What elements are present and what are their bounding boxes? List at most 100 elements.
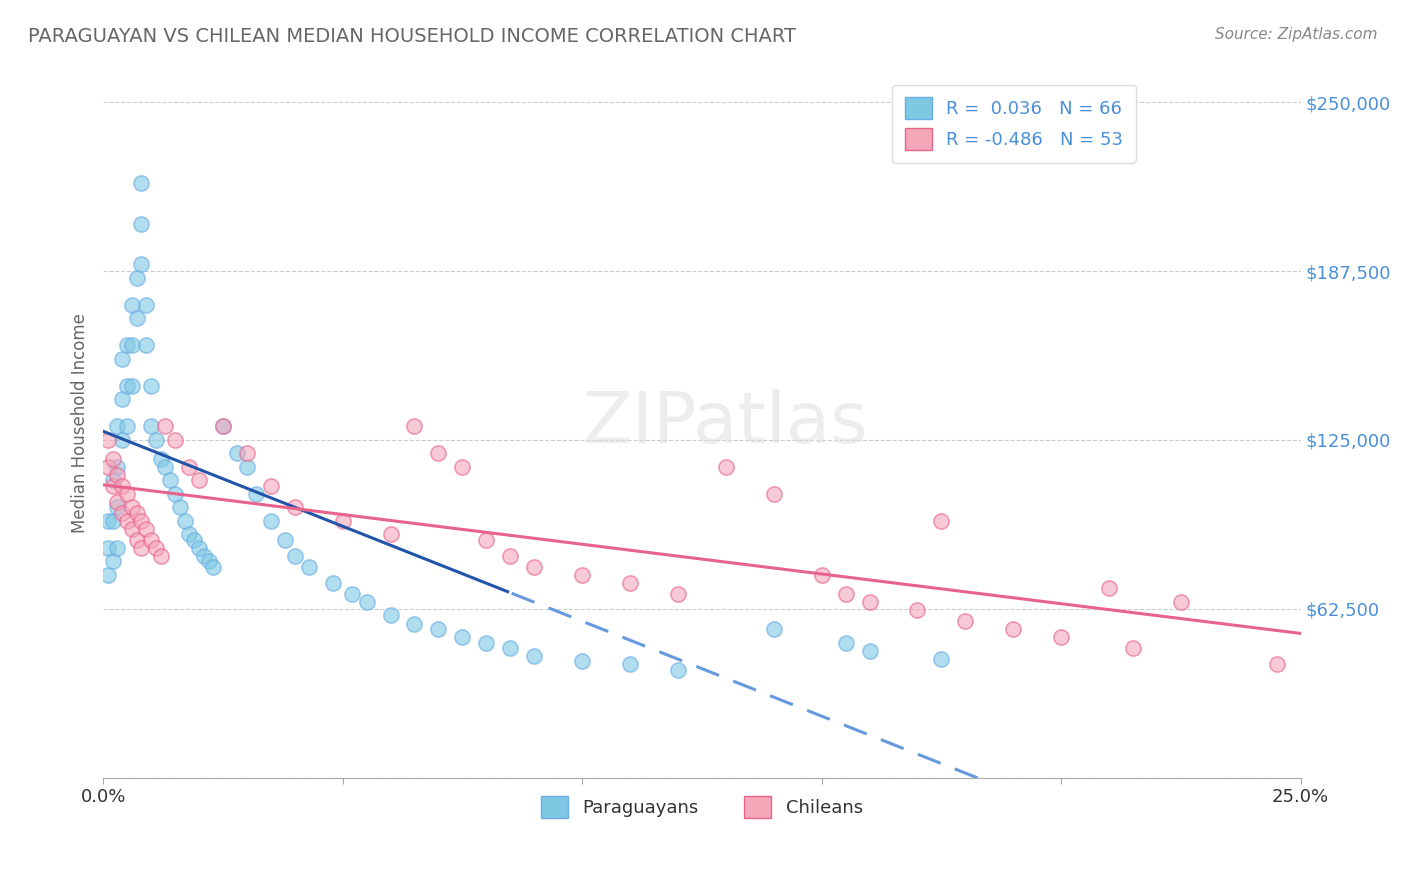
Point [451,630,474,644]
Point [187,541,209,555]
Point [1098,582,1121,596]
Point [121,379,143,393]
Point [155,419,177,434]
Point [163,433,186,447]
Point [179,459,201,474]
Point [212,419,235,434]
Point [666,663,689,677]
Point [131,177,153,191]
Point [101,479,124,493]
Point [1265,657,1288,672]
Point [1122,640,1144,655]
Point [380,527,402,541]
Text: PARAGUAYAN VS CHILEAN MEDIAN HOUSEHOLD INCOME CORRELATION CHART: PARAGUAYAN VS CHILEAN MEDIAN HOUSEHOLD I… [28,27,796,45]
Point [169,500,191,515]
Point [111,351,134,366]
Point [97,568,120,582]
Point [1170,595,1192,609]
Point [322,576,344,591]
Point [523,560,546,574]
Point [404,419,426,434]
Point [332,514,354,528]
Point [523,648,546,663]
Point [499,640,522,655]
Point [342,587,364,601]
Point [284,500,307,515]
Point [111,506,134,520]
Point [125,270,148,285]
Point [1050,630,1073,644]
Point [149,451,172,466]
Point [810,568,832,582]
Point [163,487,186,501]
Point [571,654,593,668]
Point [97,541,120,555]
Point [107,500,129,515]
Point [236,446,259,460]
Point [145,433,167,447]
Point [499,549,522,563]
Point [1002,622,1025,636]
Point [236,459,259,474]
Point [115,379,138,393]
Point [131,217,153,231]
Point [97,459,120,474]
Point [858,643,880,657]
Text: ZIPatlas: ZIPatlas [583,389,869,458]
Point [111,433,134,447]
Point [115,338,138,352]
Point [762,622,785,636]
Point [107,419,129,434]
Point [159,474,181,488]
Legend: Paraguayans, Chileans: Paraguayans, Chileans [534,789,870,825]
Point [121,298,143,312]
Point [475,635,498,649]
Point [101,514,124,528]
Point [427,446,450,460]
Point [107,459,129,474]
Point [135,522,157,536]
Point [202,560,225,574]
Point [427,622,450,636]
Point [451,459,474,474]
Point [139,419,162,434]
Point [834,587,856,601]
Point [571,568,593,582]
Point [931,514,953,528]
Point [139,379,162,393]
Point [619,657,641,672]
Point [115,419,138,434]
Point [955,614,977,628]
Y-axis label: Median Household Income: Median Household Income [72,313,89,533]
Point [714,459,737,474]
Point [125,506,148,520]
Point [131,541,153,555]
Point [121,338,143,352]
Point [260,479,283,493]
Point [131,257,153,271]
Point [101,474,124,488]
Point [245,487,267,501]
Point [284,549,307,563]
Point [197,554,219,568]
Point [131,514,153,528]
Point [666,587,689,601]
Point [298,560,321,574]
Point [111,479,134,493]
Point [125,311,148,326]
Point [145,541,167,555]
Point [179,527,201,541]
Point [149,549,172,563]
Point [107,495,129,509]
Point [107,468,129,483]
Point [762,487,785,501]
Point [111,392,134,407]
Point [380,608,402,623]
Point [115,514,138,528]
Point [931,651,953,665]
Point [121,500,143,515]
Point [121,522,143,536]
Point [475,533,498,547]
Point [226,446,249,460]
Point [125,533,148,547]
